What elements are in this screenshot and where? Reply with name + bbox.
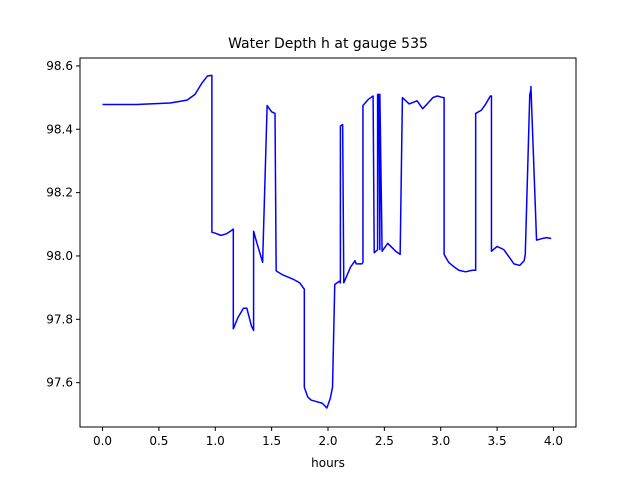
x-tick-label: 0.5 (149, 434, 168, 448)
x-tick-label: 2.0 (318, 434, 337, 448)
x-tick-label: 1.0 (206, 434, 225, 448)
y-tick-label: 98.6 (46, 59, 73, 73)
series-layer (102, 74, 552, 409)
x-tick-label: 0.0 (93, 434, 112, 448)
y-tick-label: 98.0 (46, 249, 73, 263)
x-tick-label: 4.0 (544, 434, 563, 448)
y-axis: 97.6 97.8 98.0 98.2 98.4 98.6 (46, 59, 80, 390)
chart-title: Water Depth h at gauge 535 (228, 36, 428, 52)
x-tick-label: 3.5 (488, 434, 507, 448)
y-tick-label: 98.2 (46, 186, 73, 200)
y-tick-label: 98.4 (46, 122, 73, 136)
x-tick-label: 1.5 (262, 434, 281, 448)
x-tick-label: 2.5 (375, 434, 394, 448)
x-axis-label: hours (311, 456, 345, 470)
y-tick-label: 97.8 (46, 312, 73, 326)
series-line (102, 74, 552, 409)
y-tick-label: 97.6 (46, 376, 73, 390)
x-axis: 0.0 0.5 1.0 1.5 2.0 2.5 3.0 3.5 4.0 (93, 427, 563, 448)
x-tick-label: 3.0 (431, 434, 450, 448)
